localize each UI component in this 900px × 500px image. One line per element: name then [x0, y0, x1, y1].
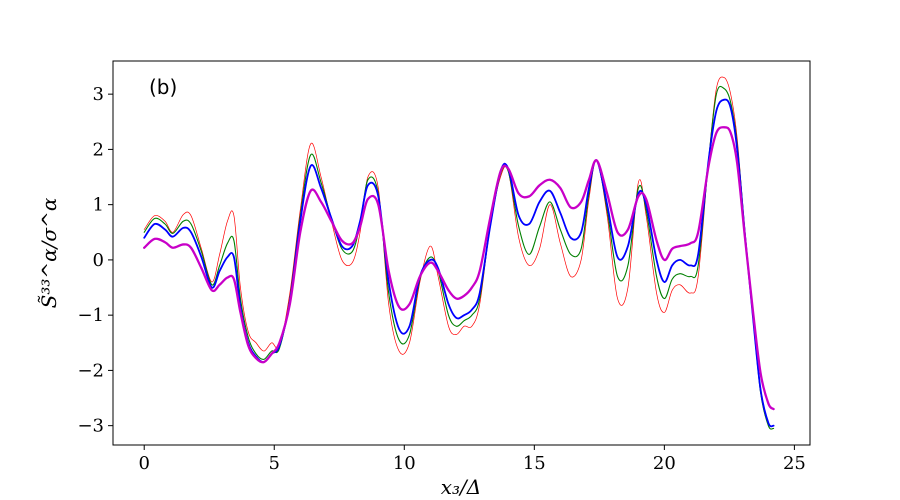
series-line-4: [143, 126, 775, 411]
x-tick-label: 10: [393, 453, 416, 474]
x-axis-ticks: 0 5 10 15 20 25: [138, 445, 806, 474]
series-line-2: [143, 85, 775, 430]
y-tick-label: 3: [93, 84, 104, 105]
x-tick-label: 0: [138, 453, 149, 474]
y-tick-label: −3: [77, 416, 104, 437]
y-tick-label: 0: [93, 250, 104, 271]
y-tick-label: −2: [77, 360, 104, 381]
x-tick-label: 25: [783, 453, 806, 474]
y-tick-label: −1: [77, 305, 104, 326]
plot-frame: [112, 60, 811, 446]
y-tick-label: 2: [93, 139, 104, 160]
panel-label: (b): [149, 75, 177, 99]
y-axis-ticks: −3 −2 −1 0 1 2 3: [77, 84, 113, 437]
x-tick-label: 5: [269, 453, 280, 474]
series-layer: [143, 76, 775, 430]
series-line-1: [143, 76, 774, 430]
x-axis-label: x₃/Δ: [441, 475, 481, 499]
x-tick-label: 15: [523, 453, 546, 474]
x-tick-label: 20: [653, 453, 676, 474]
y-tick-label: 1: [93, 195, 104, 216]
y-axis-label: S̃³³^α/σ^α: [37, 197, 61, 308]
